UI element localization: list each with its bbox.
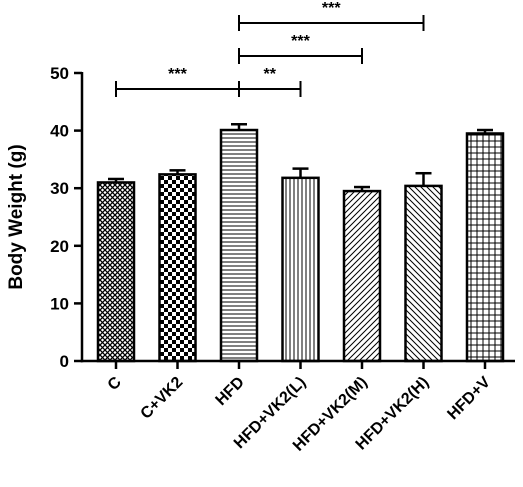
bar-6 <box>465 132 505 363</box>
bars-layer <box>96 128 505 363</box>
bar-2 <box>219 128 259 363</box>
bar-1 <box>158 173 197 363</box>
y-tick-label-10: 10 <box>50 294 69 313</box>
y-tick-label-40: 40 <box>50 122 69 141</box>
x-tick-label-6: HFD+V <box>444 374 494 424</box>
bar-0 <box>96 181 136 363</box>
error-bars-layer <box>108 123 493 192</box>
x-tick-label-1: C+VK2 <box>138 374 187 423</box>
bar-5 <box>404 184 443 363</box>
y-tick-label-20: 20 <box>50 237 69 256</box>
bar-4 <box>342 189 382 363</box>
sig-label-0: *** <box>168 66 187 83</box>
y-tick-label-30: 30 <box>50 179 69 198</box>
bar-3 <box>281 176 320 363</box>
y-tick-label-0: 0 <box>60 352 69 371</box>
y-axis-label: Body Weight (g) <box>6 144 27 289</box>
sig-label-2: *** <box>291 33 310 50</box>
sig-label-3: *** <box>322 0 341 17</box>
x-tick-label-0: C <box>105 373 126 394</box>
sig-label-1: ** <box>264 66 277 83</box>
y-tick-label-50: 50 <box>50 64 69 83</box>
significance-layer: *** ******** <box>115 0 425 97</box>
x-tick-label-2: HFD <box>213 374 248 409</box>
